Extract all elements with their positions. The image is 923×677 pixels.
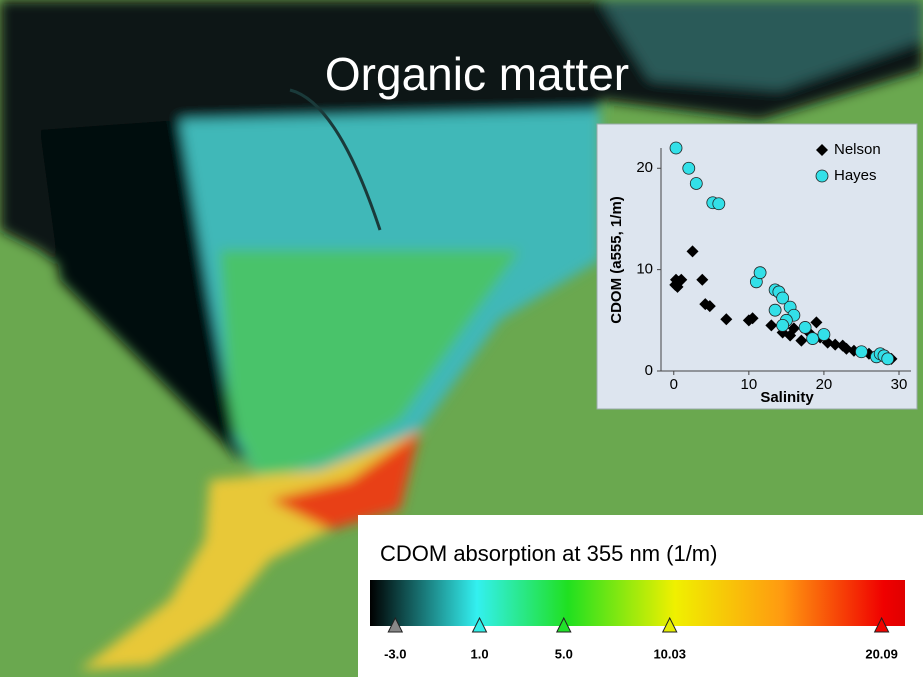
colorbar-tick-label: 20.09 [865, 646, 898, 661]
legend-marker [816, 170, 828, 182]
x-tick-label: 20 [816, 376, 833, 393]
colorbar-tick-label: -3.0 [384, 646, 406, 661]
x-tick-label: 0 [670, 376, 678, 393]
colorbar-panel: CDOM absorption at 355 nm (1/m) -3.0 1.0 5… [358, 515, 923, 677]
colorbar-tick-label: 1.0 [470, 646, 488, 661]
colorbar [370, 580, 905, 626]
y-tick-label: 20 [636, 159, 653, 176]
colorbar-label: CDOM absorption at 355 nm (1/m) [380, 541, 717, 566]
data-point [882, 353, 894, 365]
colorbar-tick-label: 5.0 [555, 646, 573, 661]
y-tick-label: 0 [645, 362, 653, 379]
x-tick-label: 10 [740, 376, 757, 393]
legend-label: Hayes [834, 167, 877, 184]
legend-label: Nelson [834, 141, 881, 158]
data-point [777, 319, 789, 331]
data-point [818, 329, 830, 341]
data-point [855, 346, 867, 358]
x-axis-label: Salinity [760, 389, 814, 406]
data-point [670, 142, 682, 154]
data-point [807, 333, 819, 345]
data-point [799, 321, 811, 333]
slide: Organic matter Salinity CDOM (a555, 1/m)… [0, 0, 923, 677]
y-axis-label: CDOM (a555, 1/m) [608, 196, 625, 324]
colorbar-tick-label: 10.03 [653, 646, 686, 661]
scatter-inset: Salinity CDOM (a555, 1/m) 0 10 20 0 10 20 30 Ne… [597, 124, 917, 409]
data-point [713, 198, 725, 210]
x-tick-label: 30 [891, 376, 908, 393]
slide-title: Organic matter [325, 48, 629, 100]
data-point [769, 304, 781, 316]
data-point [683, 162, 695, 174]
data-point [754, 267, 766, 279]
y-tick-label: 10 [636, 261, 653, 278]
data-point [690, 177, 702, 189]
